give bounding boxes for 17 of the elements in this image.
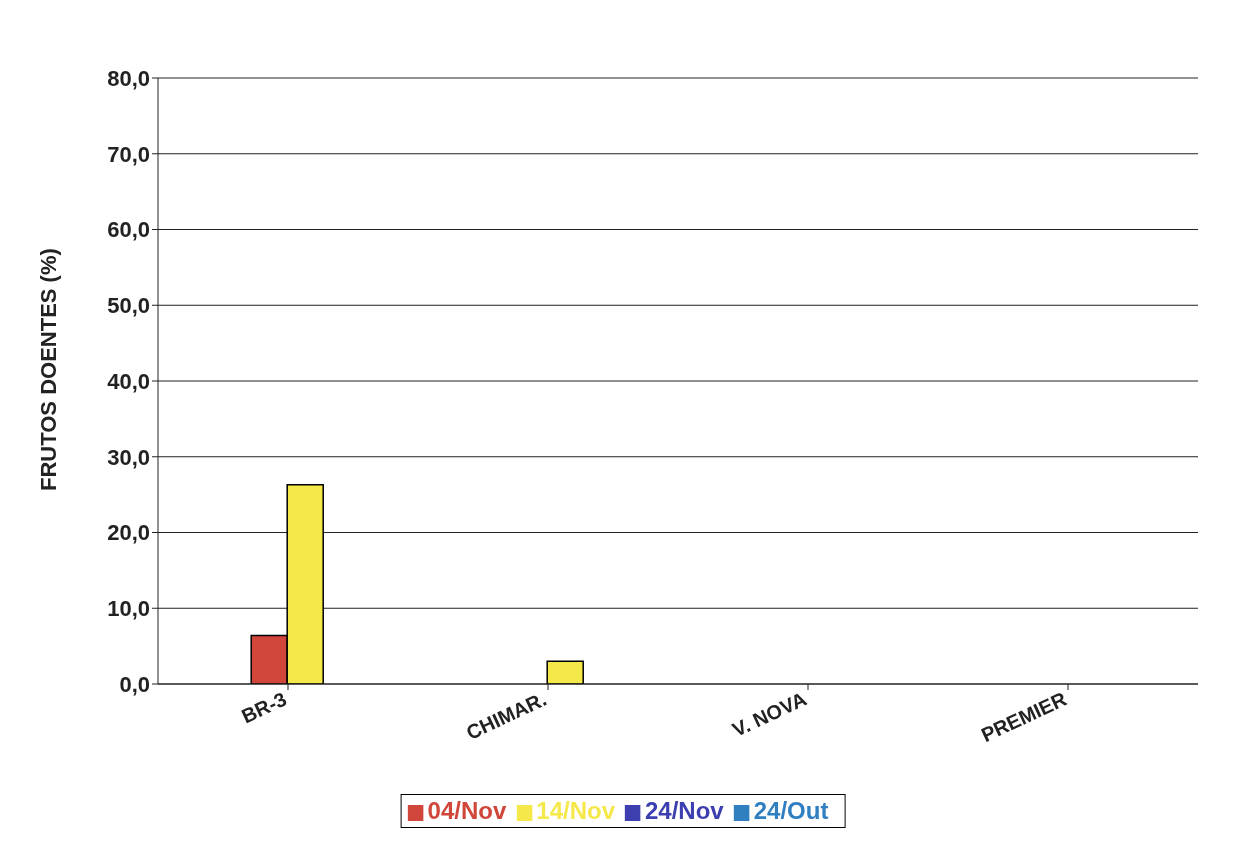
bar (546, 660, 584, 684)
y-tick-label: 80,0 (107, 65, 150, 91)
legend-label: 24/Nov (645, 797, 724, 824)
legend-label: 14/Nov (536, 797, 616, 824)
y-tick-label: 50,0 (107, 293, 150, 319)
y-tick-label: 30,0 (107, 444, 150, 470)
x-tick-label: V. NOVA (728, 687, 810, 741)
legend-label: 24/Out (753, 797, 829, 824)
legend-label: 04/Nov (427, 797, 507, 824)
y-axis-title: FRUTOS DOENTES (%) (35, 248, 61, 491)
y-tick-label: 70,0 (107, 141, 150, 167)
y-tick-label: 0,0 (119, 671, 150, 697)
y-tick-label: 60,0 (107, 217, 150, 243)
y-tick-label: 10,0 (107, 596, 150, 622)
x-tick-label: BR-3 (238, 687, 290, 728)
y-tick-label: 40,0 (107, 368, 150, 394)
y-tick-label: 20,0 (107, 520, 150, 546)
